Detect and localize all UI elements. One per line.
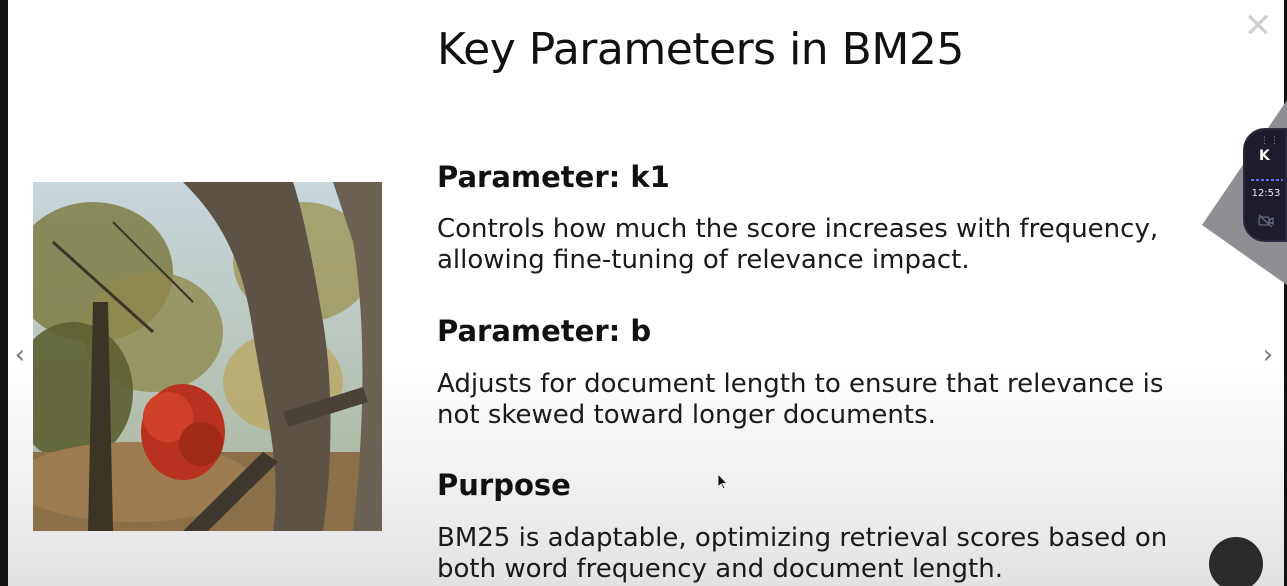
section-text-purpose: BM25 is adaptable, optimizing retrieval … [437,523,1168,584]
right-frame [1284,0,1287,586]
widget-logo: K [1259,148,1270,164]
previous-slide-button[interactable]: ‹ [14,340,26,370]
recording-widget[interactable]: ⋮⋮ K 12:53 [1243,128,1287,242]
section-heading-purpose: Purpose [437,468,571,502]
left-frame [0,0,8,586]
mouse-cursor-icon [718,474,728,490]
section-heading-k1: Parameter: k1 [437,160,670,194]
section-text-b: Adjusts for document length to ensure th… [437,369,1164,430]
section-text-k1: Controls how much the score increases wi… [437,214,1159,275]
slide-title: Key Parameters in BM25 [437,24,964,75]
camera-off-icon[interactable] [1258,214,1274,228]
next-slide-button[interactable]: › [1262,340,1274,370]
drag-handle-icon[interactable]: ⋮⋮ [1260,136,1280,146]
slide-photo [33,182,382,531]
floating-action-button[interactable] [1209,537,1263,586]
section-heading-b: Parameter: b [437,314,652,348]
widget-progress-bar [1251,179,1283,181]
recording-time: 12:53 [1251,188,1281,199]
close-icon[interactable]: ✕ [1243,6,1273,46]
